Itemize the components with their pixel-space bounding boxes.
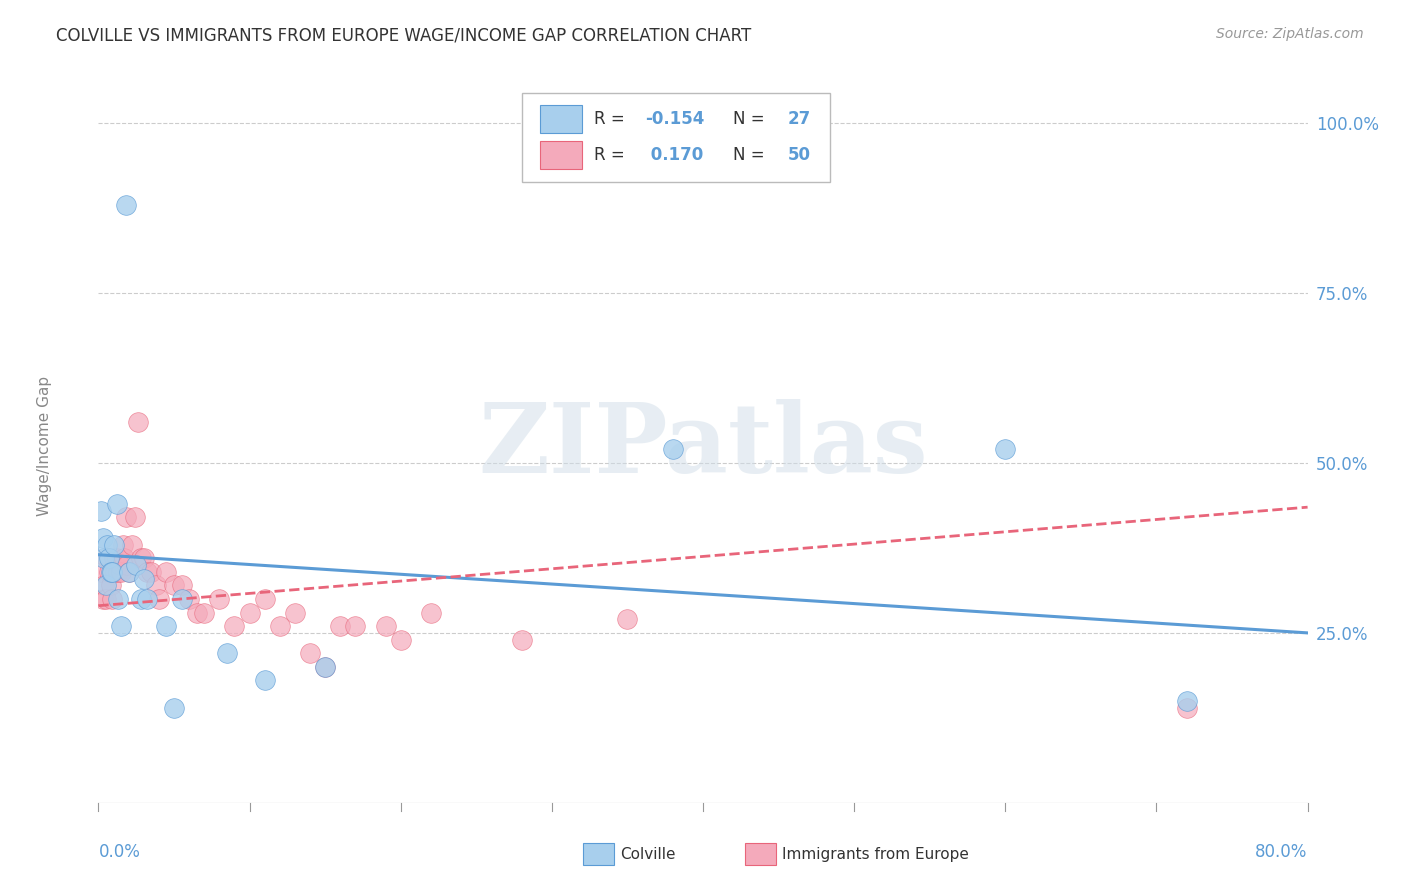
Point	[1175, 694, 1198, 708]
Point	[420, 606, 443, 620]
Point	[110, 619, 132, 633]
Point	[98, 551, 121, 566]
Point	[105, 497, 128, 511]
Text: COLVILLE VS IMMIGRANTS FROM EUROPE WAGE/INCOME GAP CORRELATION CHART: COLVILLE VS IMMIGRANTS FROM EUROPE WAGE/…	[56, 27, 751, 45]
Text: 50: 50	[787, 146, 811, 164]
Text: -0.154: -0.154	[645, 111, 704, 128]
Point	[114, 510, 136, 524]
Text: ZIPatlas: ZIPatlas	[478, 399, 928, 493]
Point	[208, 591, 231, 606]
Point	[389, 632, 412, 647]
Point	[104, 565, 127, 579]
Point	[96, 551, 118, 566]
Point	[994, 442, 1017, 457]
Point	[94, 578, 117, 592]
Point	[105, 551, 128, 566]
Point	[299, 646, 322, 660]
Point	[186, 606, 208, 620]
Point	[344, 619, 367, 633]
Text: Colville: Colville	[620, 847, 675, 862]
Point	[193, 606, 215, 620]
Text: Wage/Income Gap: Wage/Income Gap	[37, 376, 52, 516]
Point	[215, 646, 238, 660]
Point	[170, 591, 193, 606]
Point	[314, 660, 336, 674]
FancyBboxPatch shape	[540, 141, 582, 169]
Point	[101, 565, 124, 579]
Point	[253, 673, 276, 688]
Point	[125, 558, 148, 572]
Point	[1175, 700, 1198, 714]
Point	[101, 591, 124, 606]
Point	[510, 632, 533, 647]
Point	[90, 565, 112, 579]
Point	[239, 606, 262, 620]
Point	[163, 578, 186, 592]
Point	[108, 558, 131, 572]
Point	[129, 591, 152, 606]
Point	[114, 198, 136, 212]
Point	[124, 510, 146, 524]
Point	[103, 537, 125, 551]
Point	[96, 537, 118, 551]
Point	[107, 565, 129, 579]
Point	[132, 572, 155, 586]
Point	[118, 565, 141, 579]
Point	[121, 537, 143, 551]
Point	[329, 619, 352, 633]
FancyBboxPatch shape	[540, 105, 582, 134]
Point	[129, 551, 152, 566]
Point	[224, 619, 246, 633]
Point	[93, 578, 115, 592]
Point	[155, 619, 177, 633]
Point	[118, 565, 141, 579]
Point	[91, 591, 114, 606]
Text: Source: ZipAtlas.com: Source: ZipAtlas.com	[1216, 27, 1364, 41]
Point	[179, 591, 201, 606]
Point	[253, 591, 276, 606]
Point	[90, 503, 112, 517]
Point	[100, 565, 122, 579]
Point	[91, 531, 114, 545]
Point	[155, 565, 177, 579]
Text: N =: N =	[734, 146, 770, 164]
Text: Immigrants from Europe: Immigrants from Europe	[782, 847, 969, 862]
Text: 0.170: 0.170	[645, 146, 703, 164]
Text: 0.0%: 0.0%	[98, 843, 141, 861]
Point	[163, 700, 186, 714]
Point	[284, 606, 307, 620]
Point	[170, 578, 193, 592]
Point	[112, 551, 135, 566]
Point	[94, 591, 117, 606]
Text: R =: R =	[595, 146, 630, 164]
Point	[314, 660, 336, 674]
Point	[100, 578, 122, 592]
Point	[374, 619, 396, 633]
Text: 80.0%: 80.0%	[1256, 843, 1308, 861]
Point	[111, 537, 134, 551]
Point	[110, 565, 132, 579]
Point	[127, 415, 149, 429]
Point	[269, 619, 291, 633]
Point	[148, 591, 170, 606]
Text: N =: N =	[734, 111, 770, 128]
Text: 27: 27	[787, 111, 811, 128]
Point	[135, 591, 157, 606]
FancyBboxPatch shape	[522, 93, 830, 182]
Point	[107, 591, 129, 606]
Point	[98, 565, 121, 579]
Point	[141, 565, 163, 579]
Point	[616, 612, 638, 626]
Point	[93, 551, 115, 566]
Point	[145, 578, 167, 592]
Point	[103, 551, 125, 566]
Point	[132, 551, 155, 566]
Point	[115, 558, 138, 572]
Point	[662, 442, 685, 457]
Point	[135, 565, 157, 579]
Text: R =: R =	[595, 111, 630, 128]
